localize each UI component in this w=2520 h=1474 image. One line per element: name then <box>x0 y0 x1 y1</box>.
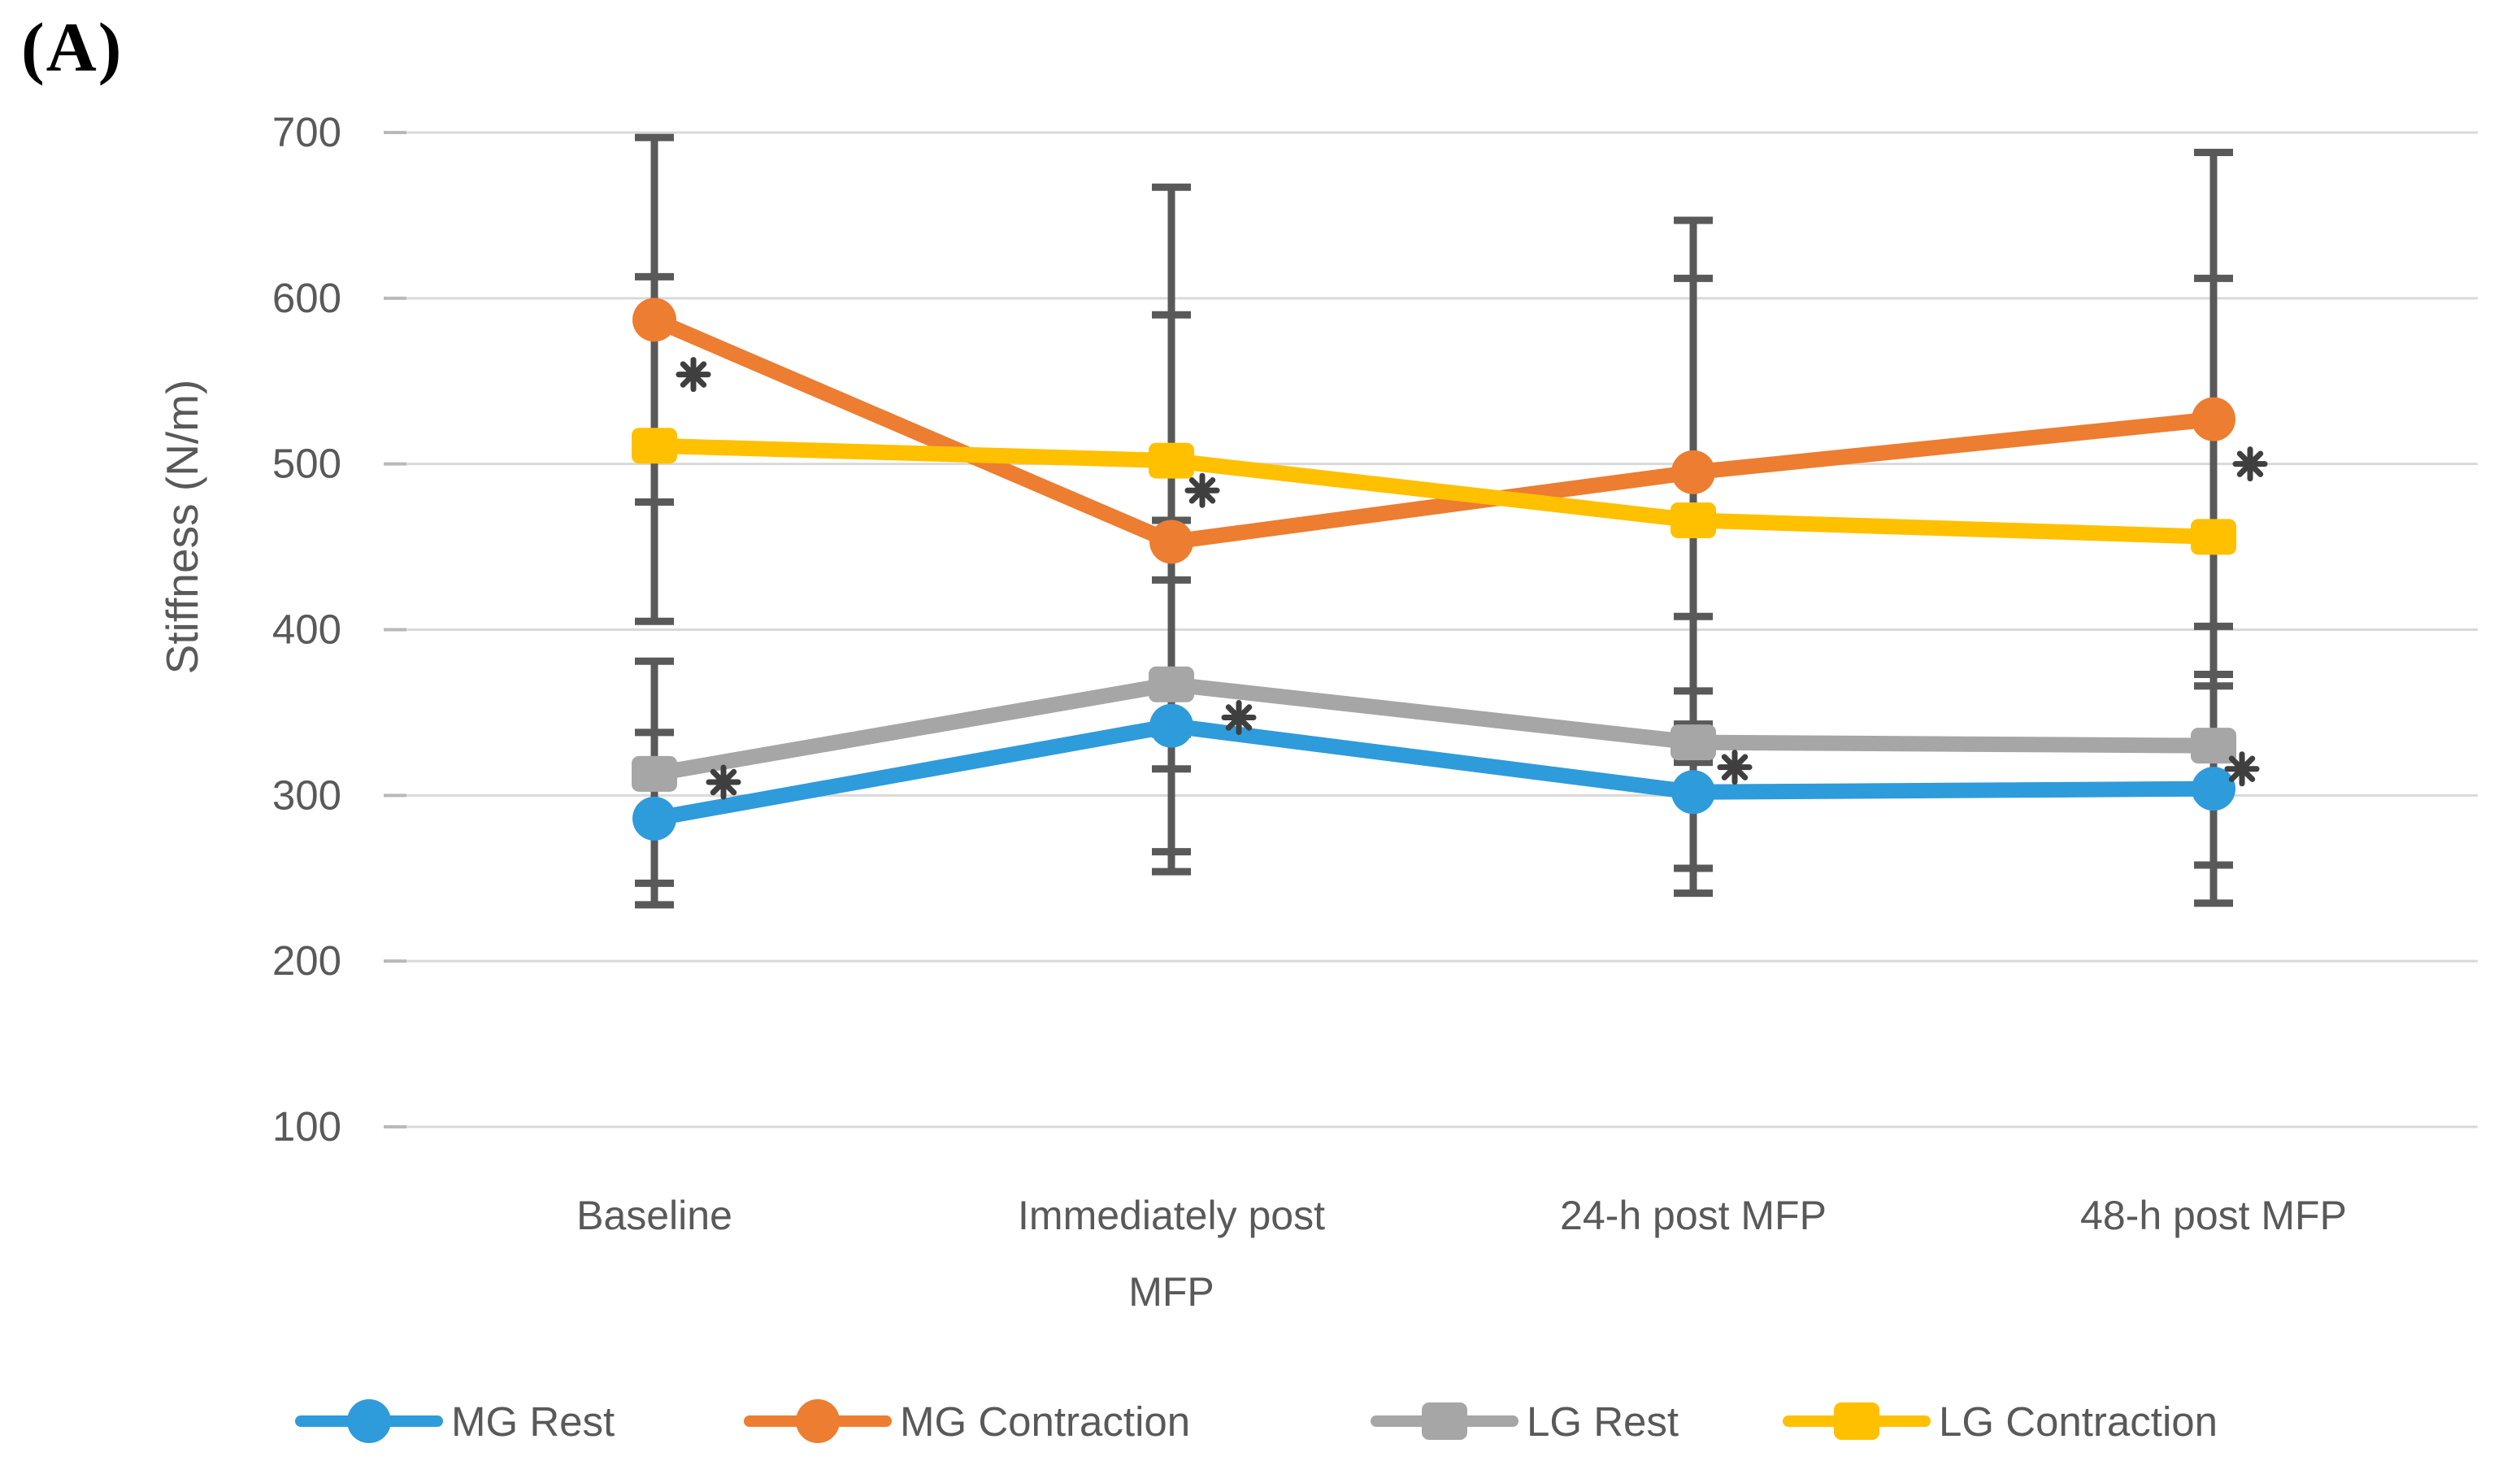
legend-item-lg-rest: LG Rest <box>1371 1390 1679 1452</box>
data-point-lg-rest <box>1671 724 1716 761</box>
y-tick-label: 600 <box>272 275 341 321</box>
legend-label: MG Rest <box>451 1398 615 1445</box>
data-point-mg-rest <box>2192 767 2235 811</box>
significance-asterisk <box>706 764 741 800</box>
legend-marker-mg-contraction <box>744 1399 892 1443</box>
series-line-mg-rest <box>646 718 2222 827</box>
data-point-lg-contraction <box>1149 442 1194 479</box>
x-axis-label-48h-post: 48-h post MFP <box>2080 1193 2347 1238</box>
data-point-mg-rest <box>1671 770 1715 815</box>
x-axis-label-immediately-post: Immediately post MFP <box>1018 1193 1325 1315</box>
asterisk-stroke <box>1721 754 1749 780</box>
x-axis-label-baseline: Baseline <box>576 1193 732 1238</box>
data-point-mg-rest <box>632 796 676 841</box>
square-marker-icon <box>1834 1402 1879 1440</box>
legend-marker-lg-contraction <box>1783 1402 1931 1440</box>
legend-item-lg-contraction: LG Contraction <box>1783 1390 2218 1452</box>
legend-label: LG Rest <box>1527 1398 1679 1445</box>
data-point-lg-rest <box>2191 728 2236 764</box>
data-point-lg-rest <box>1149 666 1194 702</box>
panel-label: (A) <box>21 8 124 86</box>
data-point-mg-rest <box>1149 703 1193 748</box>
x-axis-label-24h-post: 24-h post MFP <box>1560 1193 1827 1238</box>
data-point-mg-contraction <box>1671 450 1715 494</box>
y-tick-label: 700 <box>272 109 341 155</box>
legend-item-mg-rest: MG Rest <box>295 1390 615 1452</box>
square-marker-icon <box>1422 1402 1467 1440</box>
significance-asterisk <box>1221 700 1257 736</box>
significance-asterisk <box>2224 751 2260 787</box>
asterisk-stroke <box>680 361 707 388</box>
y-tick-label: 200 <box>272 937 341 984</box>
y-axis-title: Stiffness (N/m) <box>157 379 207 675</box>
series-line-lg-rest <box>646 676 2222 782</box>
asterisk-stroke <box>2236 450 2264 477</box>
asterisk-stroke <box>2228 755 2256 782</box>
data-point-mg-contraction <box>2192 397 2235 441</box>
significance-asterisk <box>676 357 711 393</box>
legend-marker-lg-rest <box>1371 1402 1519 1440</box>
asterisk-stroke <box>710 768 737 796</box>
series-line-mg-contraction <box>646 311 2222 550</box>
legend-item-mg-contraction: MG Contraction <box>744 1390 1190 1452</box>
data-point-lg-contraction <box>632 428 677 464</box>
legend-label: MG Contraction <box>900 1398 1191 1445</box>
asterisk-stroke <box>1188 477 1216 504</box>
data-point-mg-contraction <box>1149 520 1193 564</box>
data-point-lg-rest <box>632 755 677 792</box>
asterisk-stroke <box>1225 704 1253 731</box>
data-point-lg-contraction <box>2191 519 2236 555</box>
significance-asterisk <box>2232 446 2268 482</box>
y-tick-label: 300 <box>272 772 341 818</box>
y-tick-label: 400 <box>272 607 341 653</box>
data-point-mg-contraction <box>632 298 676 342</box>
y-tick-label: 100 <box>272 1103 341 1150</box>
legend-marker-mg-rest <box>295 1399 443 1443</box>
y-tick-label: 500 <box>272 441 341 487</box>
legend-label: LG Contraction <box>1939 1398 2218 1445</box>
circle-marker-icon <box>796 1399 840 1443</box>
significance-asterisk <box>1717 750 1753 785</box>
series-line-lg-contraction <box>646 437 2222 545</box>
significance-asterisk <box>1184 472 1220 508</box>
data-point-lg-contraction <box>1671 502 1716 538</box>
circle-marker-icon <box>347 1399 391 1443</box>
